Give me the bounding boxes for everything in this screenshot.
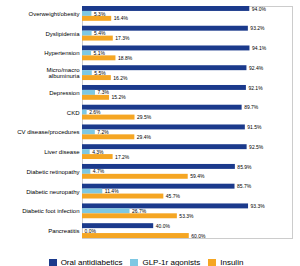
html-text:Oral antidiabetics: Oral antidiabetics [60, 258, 123, 266]
svg-text:11.4%: 11.4% [105, 188, 119, 194]
svg-text:29.4%: 29.4% [137, 134, 152, 140]
svg-text:CKD: CKD [67, 110, 80, 116]
svg-text:17.3%: 17.3% [115, 35, 130, 41]
svg-text:18.8%: 18.8% [118, 55, 133, 61]
svg-text:59.4%: 59.4% [190, 173, 205, 179]
svg-text:Micro/macroalbuminuria: Micro/macroalbuminuria [46, 67, 80, 79]
svg-text:89.7%: 89.7% [244, 104, 259, 110]
svg-text:40.0%: 40.0% [156, 223, 171, 229]
svg-text:45.7%: 45.7% [166, 193, 181, 199]
svg-text:Dyslipidemia: Dyslipidemia [45, 31, 80, 37]
svg-text:4.3%: 4.3% [92, 149, 104, 155]
svg-text:17.2%: 17.2% [115, 154, 130, 160]
html-text:GLP-1r agonists: GLP-1r agonists [142, 258, 201, 266]
html-text:Insulin: Insulin [220, 258, 244, 266]
svg-text:85.7%: 85.7% [237, 183, 252, 189]
svg-text:Hypertension: Hypertension [44, 50, 79, 56]
svg-text:Overweight/obesity: Overweight/obesity [28, 11, 79, 17]
svg-text:Depression: Depression [49, 90, 79, 96]
svg-text:0.0%: 0.0% [85, 228, 97, 234]
svg-text:93.3%: 93.3% [251, 203, 266, 209]
svg-text:Diabetic retinopathy: Diabetic retinopathy [26, 169, 79, 175]
svg-text:60.0%: 60.0% [191, 233, 206, 239]
svg-text:92.4%: 92.4% [249, 65, 264, 71]
svg-text:4.7%: 4.7% [93, 168, 105, 174]
svg-text:5.3%: 5.3% [94, 11, 106, 17]
svg-text:Pancreatitis: Pancreatitis [48, 228, 79, 234]
svg-text:29.5%: 29.5% [137, 114, 152, 120]
svg-text:5.5%: 5.5% [94, 70, 106, 76]
svg-text:Diabetic foot infection: Diabetic foot infection [22, 208, 79, 214]
svg-text:94.1%: 94.1% [252, 45, 267, 51]
svg-text:92.5%: 92.5% [249, 144, 264, 150]
svg-text:26.7%: 26.7% [132, 208, 147, 214]
svg-text:5.1%: 5.1% [94, 50, 106, 56]
svg-text:85.9%: 85.9% [237, 164, 252, 170]
svg-text:5.4%: 5.4% [94, 30, 106, 36]
svg-text:53.3%: 53.3% [179, 213, 194, 219]
svg-text:93.2%: 93.2% [250, 25, 265, 31]
svg-text:7.3%: 7.3% [97, 89, 109, 95]
svg-text:Diabetic neuropathy: Diabetic neuropathy [26, 189, 79, 195]
svg-text:15.2%: 15.2% [112, 94, 127, 100]
svg-text:7.2%: 7.2% [97, 129, 109, 135]
svg-text:91.5%: 91.5% [247, 124, 262, 130]
svg-text:16.2%: 16.2% [113, 75, 128, 81]
svg-text:CV disease/procedures: CV disease/procedures [17, 129, 79, 135]
svg-text:2.6%: 2.6% [89, 109, 101, 115]
svg-text:94.0%: 94.0% [252, 6, 267, 12]
svg-text:Liver disease: Liver disease [44, 149, 80, 155]
svg-text:92.1%: 92.1% [248, 85, 263, 91]
svg-text:16.4%: 16.4% [114, 15, 129, 21]
